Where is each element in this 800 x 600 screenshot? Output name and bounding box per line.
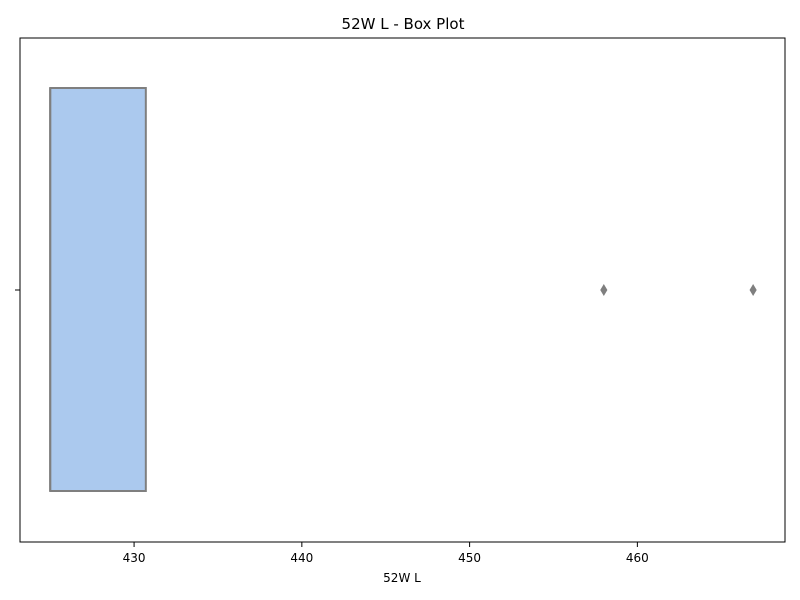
outlier-point-0 [600, 284, 608, 296]
x-tick-label-0: 430 [123, 551, 146, 565]
x-tick-label-1: 440 [290, 551, 313, 565]
x-tick-label-3: 460 [626, 551, 649, 565]
box-iqr [49, 87, 147, 492]
plot-area [49, 87, 757, 492]
outlier-point-1 [749, 284, 757, 296]
x-axis-label: 52W L [383, 571, 421, 585]
outliers [600, 284, 757, 296]
chart-title: 52W L - Box Plot [342, 15, 465, 33]
x-tick-label-2: 450 [458, 551, 481, 565]
x-axis-ticks: 430 440 450 460 [123, 542, 649, 565]
